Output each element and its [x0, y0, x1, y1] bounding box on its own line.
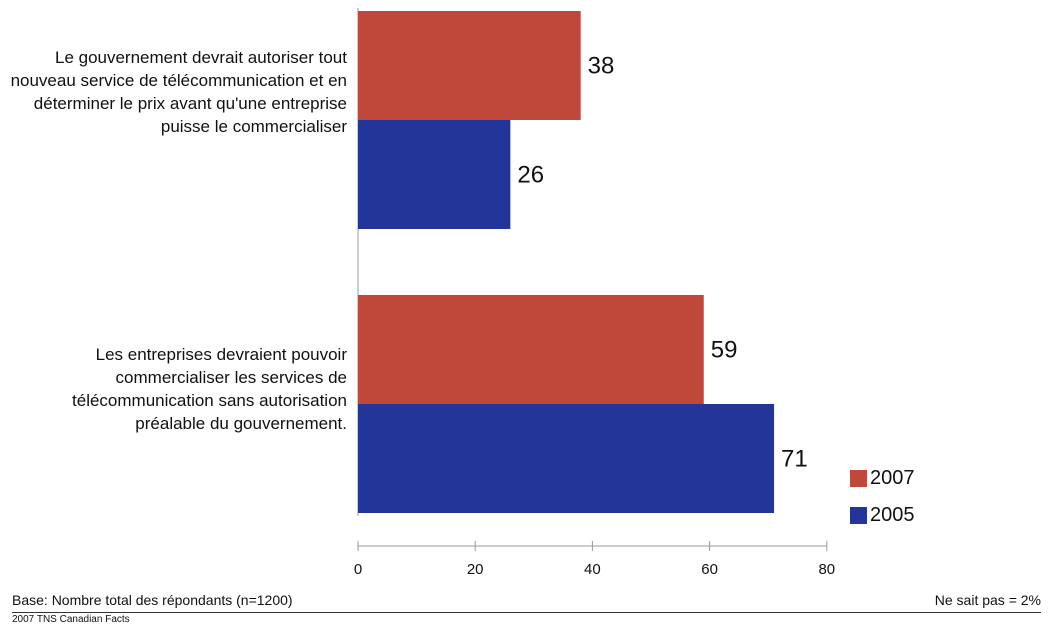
data-label: 59: [711, 337, 738, 364]
footer-divider: [12, 612, 1041, 613]
legend-label: 2007: [870, 467, 915, 489]
category-label: Les entreprises devraient pouvoir commer…: [72, 345, 347, 433]
bar-2005: [358, 404, 775, 513]
legend-swatch-2005: [850, 506, 867, 524]
x-tick-label: 80: [818, 561, 835, 578]
x-tick-label: 40: [584, 561, 601, 578]
bar-2007: [358, 295, 704, 404]
x-tick-label: 60: [701, 561, 718, 578]
data-label: 26: [517, 162, 544, 189]
bar-2005: [358, 120, 511, 229]
x-tick-label: 20: [467, 561, 484, 578]
category-label: Le gouvernement devrait autoriser tout n…: [10, 48, 347, 136]
base-note: Base: Nombre total des répondants (n=120…: [12, 592, 293, 608]
legend-item-2005: 2005: [850, 503, 915, 527]
copyright-text: 2007 TNS Canadian Facts: [12, 614, 130, 625]
bar-2007: [358, 11, 581, 120]
legend-item-2007: 2007: [850, 466, 915, 490]
data-label: 71: [781, 446, 808, 473]
data-label: 38: [588, 53, 615, 80]
legend-swatch-2007: [850, 469, 867, 487]
x-tick-label: 0: [354, 561, 362, 578]
dont-know-note: Ne sait pas = 2%: [934, 592, 1041, 608]
legend-label: 2005: [870, 504, 915, 526]
